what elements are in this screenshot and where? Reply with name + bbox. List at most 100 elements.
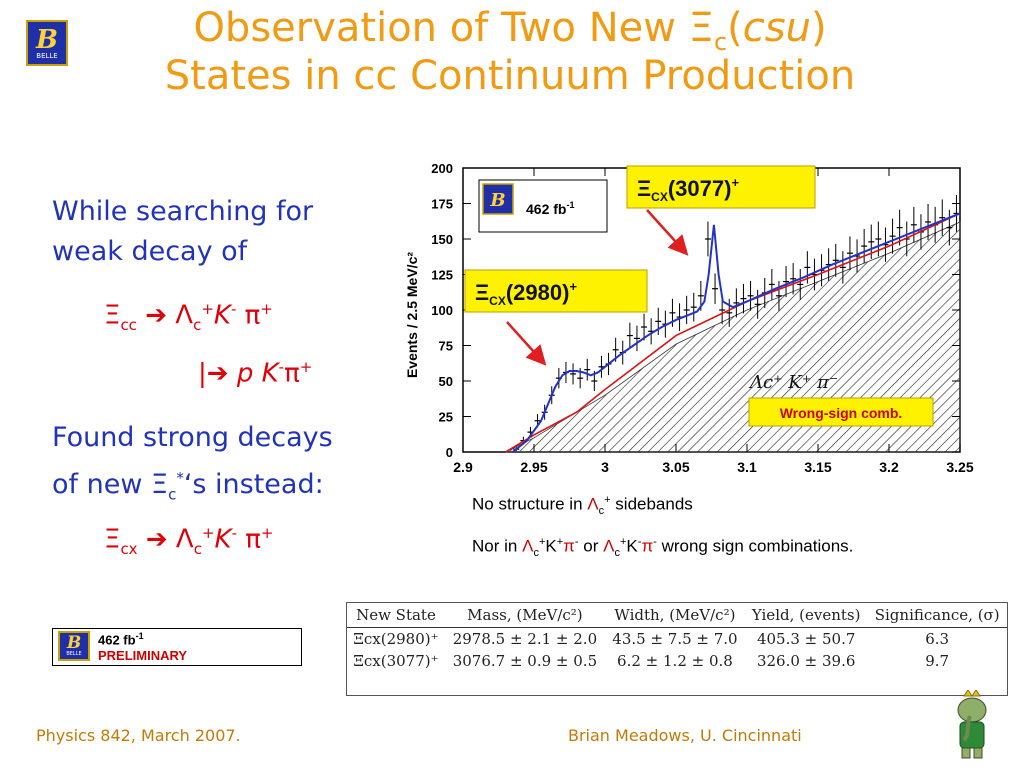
title-paren-open: ( (727, 5, 743, 51)
x-tick-label: 2.95 (520, 459, 547, 475)
peak-label-2980: ΞCX(2980)+ (464, 269, 648, 313)
title-quark-content: csu (742, 5, 811, 51)
table-cell: 43.5 ± 7.5 ± 7.0 (612, 630, 738, 648)
luminosity-text: 462 fb (98, 632, 136, 648)
note2-lambda-a-sub: c (533, 547, 539, 560)
arrow-icon: ➔ (206, 358, 229, 389)
table-header: Width, (MeV/c²) (604, 603, 745, 628)
note2-lambda-b-sub: c (614, 547, 620, 560)
note2-post: wrong sign combinations. (656, 536, 854, 556)
y-tick-label: 25 (439, 410, 453, 425)
lambda-subscript: c (193, 315, 202, 334)
belle-logo-word: BELLE (36, 51, 58, 60)
chart-inset-value-text: 462 fb (526, 201, 566, 217)
table-cell: 405.3 ± 50.7 (756, 630, 856, 648)
decay-chain-xicc: Ξcc ➔ Λc+K- π+ (104, 300, 273, 334)
x-tick-label: 3.2 (879, 459, 899, 475)
x-tick-label: 3.25 (946, 459, 973, 475)
preliminary-label: PRELIMINARY (98, 648, 188, 663)
note1-post: sidebands (610, 494, 693, 514)
xi-subscript: cc (120, 315, 137, 334)
peak2-xi: Ξ (637, 176, 651, 201)
table-cell: 2978.5 ± 2.1 ± 2.0 (452, 630, 598, 648)
y-tick-label: 125 (431, 268, 453, 283)
lambda-superscript: + (201, 524, 215, 542)
lambda-superscript: + (201, 300, 214, 318)
kaon-superscript: - (231, 524, 237, 542)
background-fit-line (505, 212, 961, 453)
note-sidebands: No structure in Λc+ sidebands (472, 494, 693, 517)
pion-symbol: π (244, 300, 261, 331)
y-tick-label: 50 (439, 374, 453, 389)
babar-mascot-icon (957, 690, 987, 759)
found-line-2-pre: of new (52, 469, 151, 500)
y-tick-label: 200 (431, 161, 453, 176)
table-cell: 326.0 ± 39.6 (756, 652, 856, 670)
belle-logo-letter: B (66, 633, 82, 653)
note2-pion-2: π (641, 536, 654, 556)
note2-lambda-b: Λ (603, 536, 615, 556)
table-cell: 9.7 (925, 652, 950, 670)
xi-subscript: cx (120, 539, 138, 558)
chart-luminosity-inset: B 462 fb-1 (478, 179, 608, 233)
table-cell: Ξcx(3077)⁺ (353, 652, 439, 670)
note2-lambda-b-sup: + (619, 536, 627, 548)
luminosity-value: 462 fb-1 (98, 631, 144, 647)
note2-kaon-1-sup: + (556, 536, 564, 548)
xi-symbol: Ξ (104, 524, 121, 555)
kaon-symbol: K (261, 358, 279, 389)
legend-entry: Λc⁺ K⁺ π⁻ (748, 372, 838, 393)
title-line-2: States in cc Continuum Production (164, 53, 856, 99)
x-tick-label: 3.1 (737, 459, 757, 475)
x-tick-label: 3.15 (804, 459, 831, 475)
found-line-2: of new Ξc*‘s instead: (52, 458, 382, 514)
y-tick-label: 175 (431, 197, 453, 212)
lambda-symbol: Λ (175, 524, 194, 555)
title-line-1: Observation of Two New Ξc(csu) (60, 4, 960, 54)
table-header: Yield, (events) (744, 603, 868, 628)
note2-kaon-2-sup: - (637, 536, 642, 548)
footer-left: Physics 842, March 2007. (36, 726, 241, 745)
found-paragraph: Found strong decays of new Ξc*‘s instead… (52, 418, 382, 514)
pion-superscript: + (260, 524, 274, 542)
y-tick-label: 150 (431, 232, 453, 247)
chart-inset-exponent: -1 (566, 200, 574, 210)
peak1-text: (2980) (506, 280, 570, 305)
chart-inset-value: 462 fb-1 (526, 200, 574, 217)
title-paren-close: ) (810, 5, 827, 51)
peak1-xi: Ξ (475, 280, 489, 305)
table-cell: 6.3 (925, 630, 950, 648)
legend-wrong-sign: Wrong-sign comb. (780, 405, 903, 421)
proton-symbol: p (236, 358, 254, 389)
results-table: New State Mass, (MeV/c²) Width, (MeV/c²)… (346, 602, 1008, 696)
arrow-icon: ➔ (145, 524, 168, 555)
chart-inset-logo-letter: B (489, 190, 505, 211)
note2-lambda-a: Λ (522, 536, 534, 556)
belle-logo-word: BELLE (66, 651, 82, 657)
peak2-sup: + (731, 175, 739, 190)
title-line-1-text: Observation of Two New (193, 5, 689, 51)
xi-superscript: * (176, 469, 184, 487)
table-cell: 3076.7 ± 0.9 ± 0.5 (452, 652, 598, 670)
x-tick-label: 3.05 (662, 459, 689, 475)
found-line-2-post: ‘s instead: (183, 469, 324, 500)
x-tick-label: 3 (601, 459, 609, 475)
lambda-symbol: Λ (175, 300, 194, 331)
belle-logo-letter: B (36, 24, 58, 55)
table-cell: 6.2 ± 1.2 ± 0.8 (617, 652, 733, 670)
xi-subscript: c (168, 485, 177, 504)
pion-symbol: π (245, 524, 261, 555)
y-tick-label: 75 (439, 339, 453, 354)
title-xi-subscript: c (713, 28, 728, 56)
table-row: Ξcx(2980)⁺ 2978.5 ± 2.1 ± 2.0 43.5 ± 7.5… (347, 628, 1007, 651)
invariant-mass-chart: 0 25 50 75 100 125 150 175 200 2.9 2.95 3 3.05 3.1 3.1… (404, 161, 974, 475)
chart-legend: Λc⁺ K⁺ π⁻ Wrong-sign comb. (748, 372, 934, 427)
pion-superscript: + (299, 358, 313, 376)
note2-pion-2-sup: - (653, 536, 657, 548)
arrow-to-peak-3077 (646, 209, 689, 256)
results-table-grid: New State Mass, (MeV/c²) Width, (MeV/c²)… (347, 603, 1007, 672)
kaon-superscript: - (230, 300, 237, 318)
arrow-to-peak-2980 (506, 321, 547, 366)
note2-kaon-2: K (626, 536, 638, 556)
note2-pion-1: π (563, 536, 575, 556)
